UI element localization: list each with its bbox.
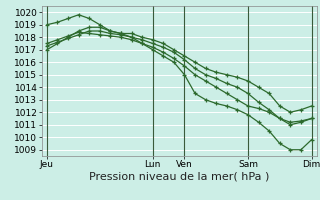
X-axis label: Pression niveau de la mer( hPa ): Pression niveau de la mer( hPa ) bbox=[89, 172, 269, 182]
